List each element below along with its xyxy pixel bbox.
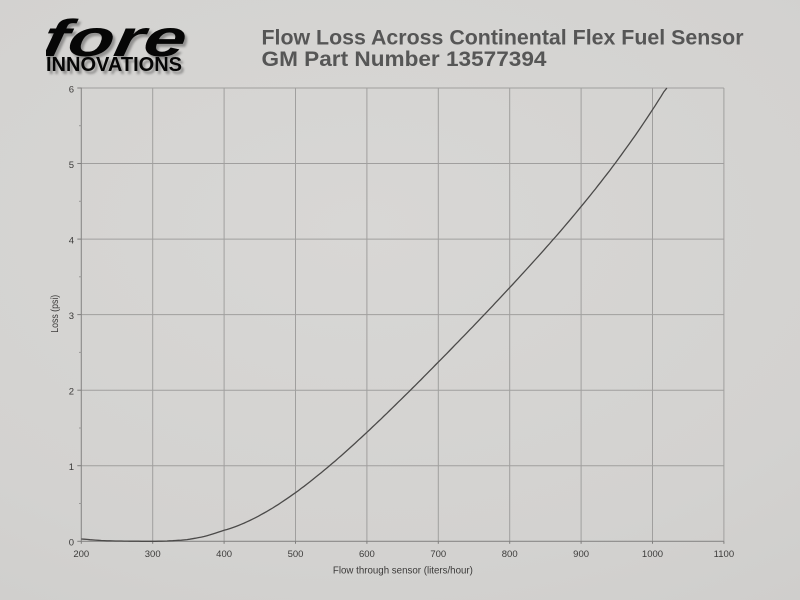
svg-text:1100: 1100 — [714, 549, 734, 560]
svg-text:fore: fore — [46, 14, 192, 68]
svg-text:600: 600 — [359, 549, 375, 560]
svg-text:1: 1 — [69, 462, 74, 473]
svg-text:fore: fore — [46, 14, 194, 71]
svg-text:400: 400 — [216, 549, 232, 560]
svg-text:0: 0 — [69, 538, 74, 549]
svg-text:Loss (psi): Loss (psi) — [50, 295, 61, 333]
svg-text:1000: 1000 — [642, 549, 663, 560]
svg-text:Flow through sensor (liters/ho: Flow through sensor (liters/hour) — [333, 564, 473, 576]
svg-text:6: 6 — [69, 84, 74, 95]
svg-text:500: 500 — [288, 549, 304, 560]
svg-text:300: 300 — [145, 549, 161, 560]
svg-text:4: 4 — [69, 235, 74, 246]
svg-text:5: 5 — [69, 160, 74, 171]
svg-text:700: 700 — [430, 549, 446, 560]
svg-text:GM Part Number 13577394: GM Part Number 13577394 — [262, 48, 547, 71]
svg-text:INNOVATIONS: INNOVATIONS — [49, 56, 185, 79]
svg-text:2: 2 — [69, 387, 74, 398]
svg-text:3: 3 — [69, 311, 74, 322]
svg-text:200: 200 — [73, 549, 89, 560]
svg-text:INNOVATIONS: INNOVATIONS — [46, 53, 182, 76]
svg-text:800: 800 — [502, 549, 518, 560]
svg-text:900: 900 — [573, 549, 589, 560]
svg-text:Flow Loss Across Continental F: Flow Loss Across Continental Flex Fuel S… — [262, 27, 744, 50]
